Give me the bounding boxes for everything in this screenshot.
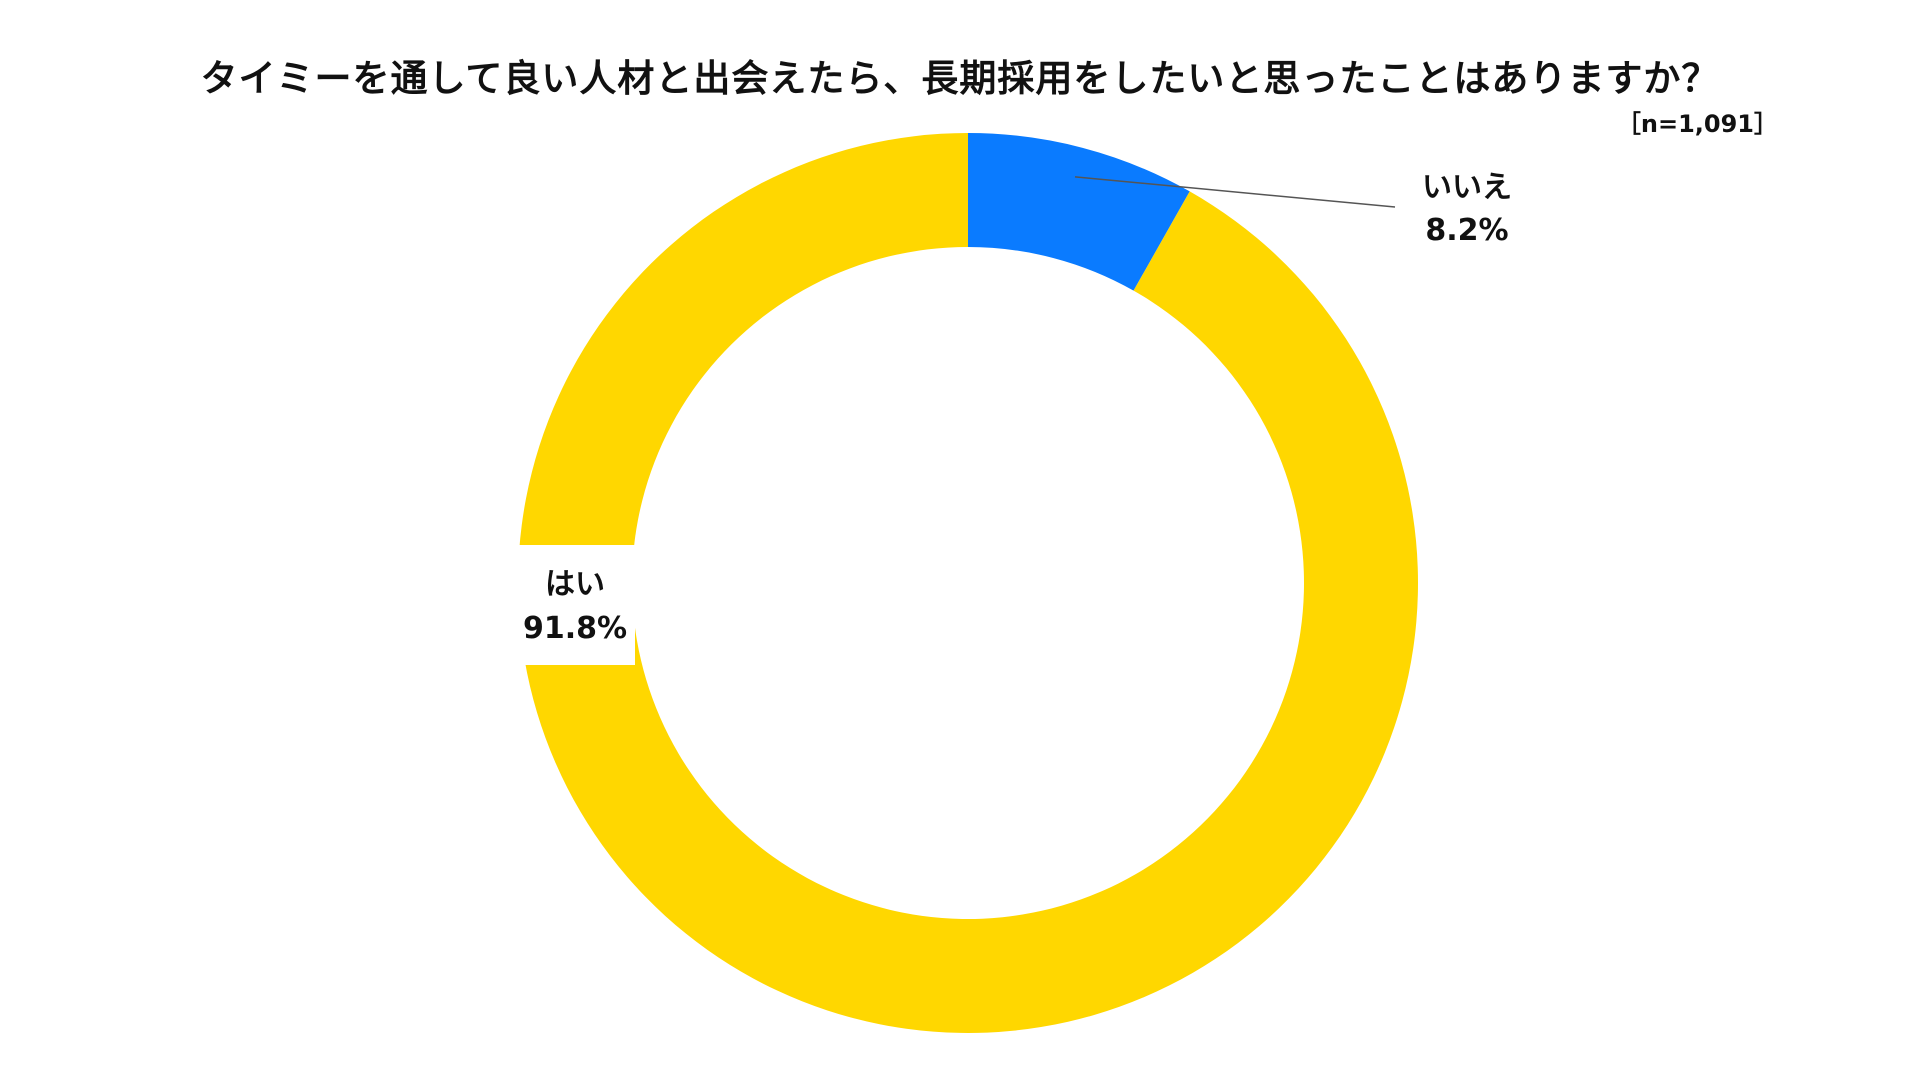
donut-slice-2 [518, 133, 1418, 1034]
slice-label-category-iie: いいえ [1422, 170, 1512, 205]
donut-slices [518, 133, 1418, 1034]
slice-value-label-iie: 8.2% [1425, 213, 1508, 248]
slice-label-category-hai: はい [545, 567, 605, 602]
leader-line-iie [1074, 176, 1396, 208]
donut-slice-1 [968, 133, 1190, 291]
sample-size-label: ［n=1,091］ [1616, 110, 1778, 138]
slice-labels: いいえ 8.2% はい 91.8% [523, 170, 1512, 646]
slice-value-label-hai: 91.8% [523, 611, 627, 646]
chart-title: タイミーを通して良い人材と出会えたら、長期採用をしたいと思ったことはありますか？ [200, 57, 1720, 100]
label-background-hai [505, 545, 635, 665]
